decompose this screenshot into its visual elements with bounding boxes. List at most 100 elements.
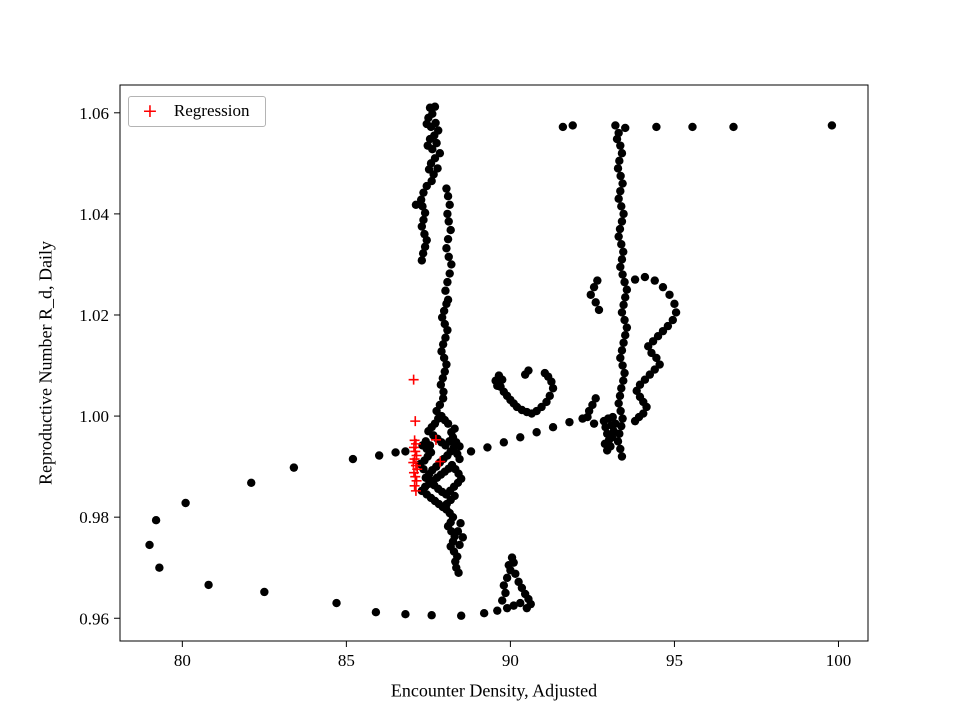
data-point: [438, 394, 448, 403]
data-point: [589, 419, 599, 428]
legend-label: Regression: [173, 101, 250, 120]
legend: + Regression: [128, 96, 267, 127]
data-point: [447, 260, 456, 269]
regression-point: [430, 434, 441, 445]
data-point: [507, 553, 517, 562]
data-point: [620, 368, 629, 378]
data-point: [502, 573, 512, 583]
data-point: [511, 569, 520, 578]
x-tick-label: 95: [666, 651, 683, 670]
data-point: [568, 121, 577, 130]
data-point: [615, 156, 624, 166]
data-point: [619, 376, 628, 385]
data-point: [650, 276, 659, 285]
data-point: [454, 568, 463, 577]
data-point: [499, 438, 509, 447]
data-point: [608, 412, 617, 422]
data-point: [613, 164, 623, 173]
y-axis-label: Reproductive Number R_d, Daily: [35, 241, 56, 485]
data-point: [588, 400, 597, 410]
data-point: [621, 123, 630, 133]
data-point: [619, 247, 628, 256]
data-point: [617, 202, 626, 211]
data-point: [419, 188, 428, 197]
data-point: [498, 596, 507, 605]
regression-point: [409, 480, 420, 491]
data-point: [516, 598, 525, 608]
data-point: [455, 540, 464, 550]
x-tick-label: 90: [502, 651, 519, 670]
data-point: [442, 360, 451, 369]
data-point: [155, 563, 164, 572]
plus-marker-icon: +: [142, 100, 158, 122]
data-point: [444, 217, 453, 226]
data-point: [401, 447, 410, 456]
data-point: [428, 144, 437, 154]
data-point: [594, 305, 604, 315]
y-tick-label: 1.06: [79, 104, 109, 123]
data-point: [416, 195, 426, 204]
data-point: [440, 367, 449, 376]
data-point: [431, 118, 440, 128]
data-point: [439, 306, 449, 316]
data-point: [617, 346, 627, 355]
y-tick-label: 0.98: [79, 508, 109, 527]
data-point: [443, 209, 452, 219]
data-point: [593, 276, 602, 285]
data-point: [616, 171, 625, 181]
data-point: [432, 138, 441, 148]
data-point: [583, 412, 592, 422]
data-point: [615, 391, 625, 401]
data-point: [437, 313, 447, 322]
data-point: [247, 478, 256, 487]
x-tick-label: 80: [174, 651, 191, 670]
data-point: [439, 353, 449, 363]
data-point: [348, 454, 358, 464]
data-point: [420, 242, 430, 251]
data-point: [616, 353, 625, 363]
data-point: [558, 122, 568, 132]
data-point: [616, 444, 625, 454]
y-tick-label: 1.02: [79, 306, 109, 325]
regression-point: [435, 456, 446, 467]
data-point: [652, 353, 661, 363]
data-point: [436, 380, 446, 389]
data-point: [665, 290, 674, 299]
data-point: [827, 121, 837, 130]
data-point: [617, 308, 627, 317]
data-point: [617, 240, 626, 249]
y-tick-label: 1.04: [79, 205, 109, 224]
data-point: [438, 373, 448, 383]
data-point: [619, 300, 628, 310]
data-point: [419, 215, 428, 225]
data-point: [643, 342, 653, 351]
data-point: [652, 122, 661, 132]
data-point: [668, 315, 677, 325]
data-point: [443, 419, 453, 428]
data-point: [442, 244, 451, 253]
data-point: [591, 394, 600, 403]
data-point: [520, 370, 530, 379]
data-point: [429, 170, 438, 179]
data-point: [670, 299, 679, 309]
data-point: [439, 387, 448, 397]
y-axis: 0.96 0.98 1.00 1.02 1.04 1.06: [79, 104, 120, 628]
data-point: [612, 134, 622, 144]
x-tick-label: 85: [338, 651, 355, 670]
data-point: [620, 277, 629, 287]
data-point: [455, 442, 464, 451]
data-point: [617, 384, 626, 393]
data-point: [458, 533, 468, 542]
data-point: [445, 200, 454, 209]
data-point: [430, 102, 440, 111]
data-point: [611, 419, 620, 428]
data-point: [621, 331, 630, 340]
data-point: [611, 121, 620, 130]
data-point: [615, 224, 625, 234]
data-point: [427, 611, 436, 620]
data-point: [420, 208, 430, 218]
data-point: [441, 333, 450, 342]
data-point: [438, 340, 448, 349]
data-point: [417, 256, 427, 265]
